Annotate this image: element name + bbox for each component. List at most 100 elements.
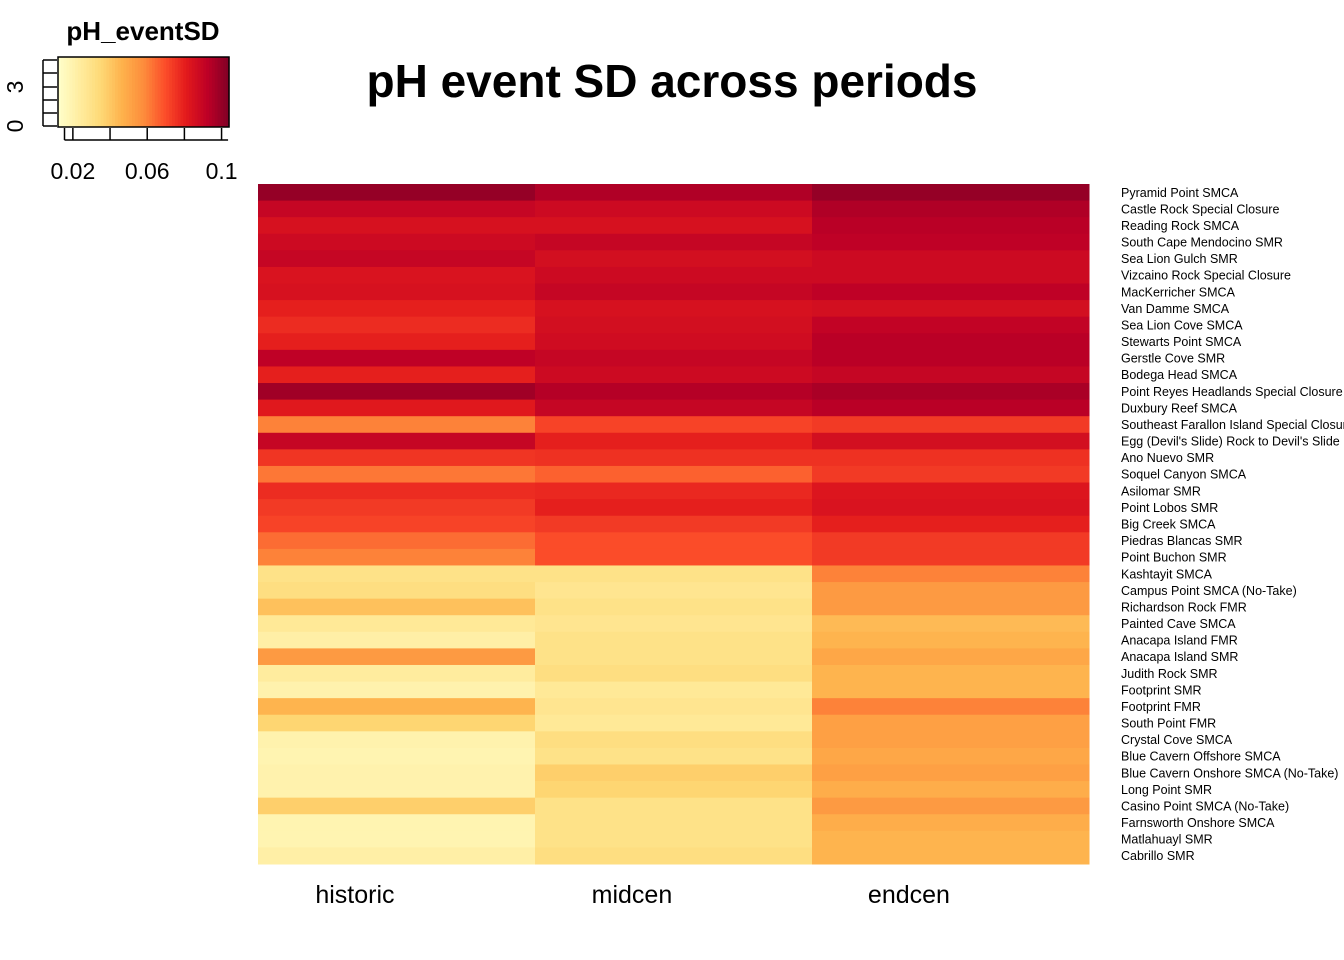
color-key-segment	[177, 57, 182, 127]
heatmap-cell	[535, 482, 813, 500]
heatmap-cell	[812, 217, 1090, 235]
heatmap-cell	[535, 615, 813, 633]
heatmap-cell	[812, 482, 1090, 500]
color-key-segment	[100, 57, 105, 127]
heatmap-cells	[258, 184, 1090, 865]
color-key-segment	[117, 57, 122, 127]
heatmap-cell	[258, 698, 536, 716]
heatmap-cell	[258, 283, 536, 301]
heatmap-cell	[535, 698, 813, 716]
heatmap-cell	[258, 499, 536, 517]
heatmap-cell	[258, 416, 536, 434]
row-label: Gerstle Cove SMR	[1121, 352, 1225, 366]
heatmap-cell	[258, 200, 536, 218]
heatmap-cell	[258, 615, 536, 633]
heatmap-cell	[258, 233, 536, 251]
heatmap-cell	[535, 830, 813, 848]
row-label: Vizcaino Rock Special Closure	[1121, 269, 1291, 283]
color-key-segment	[197, 57, 202, 127]
heatmap-cell	[258, 482, 536, 500]
color-key-segment	[97, 57, 102, 127]
row-label: Big Creek SMCA	[1121, 518, 1216, 532]
heatmap-cell	[535, 432, 813, 450]
heatmap-cell	[812, 233, 1090, 251]
heatmap-cell	[535, 565, 813, 583]
color-key-segment	[157, 57, 162, 127]
color-key-segment	[152, 57, 156, 127]
color-key-segment	[109, 57, 113, 127]
heatmap-cell	[258, 747, 536, 765]
row-label: Cabrillo SMR	[1121, 849, 1195, 863]
color-key-segment	[103, 57, 108, 127]
color-key-segment	[126, 57, 130, 127]
color-key-segment	[95, 57, 99, 127]
color-key-segment	[92, 57, 96, 127]
heatmap-cell	[258, 316, 536, 334]
heatmap-cell	[812, 664, 1090, 683]
heatmap-cell	[535, 814, 813, 832]
heatmap-cell	[258, 648, 536, 666]
color-key-segment	[214, 57, 219, 127]
heatmap-cell	[812, 797, 1090, 815]
count-tick-label: 3	[2, 81, 28, 94]
heatmap-cell	[812, 366, 1090, 384]
heatmap-cell	[812, 847, 1090, 865]
heatmap-cell	[258, 366, 536, 384]
color-key-segment	[220, 57, 224, 127]
row-label: Crystal Cove SMCA	[1121, 733, 1233, 747]
heatmap-cell	[258, 781, 536, 799]
heatmap-cell	[258, 814, 536, 832]
color-key-segment	[180, 57, 184, 127]
color-key-segment	[83, 57, 88, 127]
color-key-segment	[60, 57, 65, 127]
heatmap-cell	[535, 764, 813, 782]
heatmap-cell	[258, 631, 536, 649]
row-label: Point Buchon SMR	[1121, 551, 1227, 565]
heatmap-cell	[535, 681, 813, 699]
color-key-segment	[66, 57, 70, 127]
heatmap-cell	[535, 266, 813, 285]
color-key-segment	[137, 57, 142, 127]
color-key-segment	[169, 57, 173, 127]
color-key-segment	[80, 57, 85, 127]
heatmap-cell	[812, 250, 1090, 268]
color-key-gradient	[58, 57, 230, 127]
heatmap-cell	[258, 399, 536, 417]
heatmap-cell	[258, 266, 536, 285]
heatmap-cell	[535, 233, 813, 251]
heatmap-cell	[258, 532, 536, 550]
color-key-segment	[174, 57, 179, 127]
row-label: Casino Point SMCA (No-Take)	[1121, 799, 1289, 813]
heatmap-cell	[258, 598, 536, 616]
row-label: Campus Point SMCA (No-Take)	[1121, 584, 1297, 598]
color-key-segment	[115, 57, 119, 127]
heatmap-cell	[258, 333, 536, 351]
heatmap-cell	[258, 830, 536, 848]
color-key-segment	[86, 57, 90, 127]
heatmap-cell	[535, 499, 813, 517]
heatmap-cell	[812, 681, 1090, 699]
color-key-segment	[63, 57, 68, 127]
heatmap-cell	[258, 250, 536, 268]
heatmap-cell	[535, 714, 813, 732]
heatmap-cell	[812, 515, 1090, 533]
color-key-segment	[140, 57, 145, 127]
color-key-segment	[112, 57, 116, 127]
color-key-segment	[186, 57, 190, 127]
color-key-segment	[191, 57, 196, 127]
color-key-segment	[120, 57, 125, 127]
color-key-value-axis: 0.02 0.06 0.1	[50, 128, 238, 184]
heatmap-cell	[812, 698, 1090, 716]
heatmap-cell	[812, 266, 1090, 285]
heatmap-cell	[812, 565, 1090, 583]
column-labels: historic midcen endcen	[315, 881, 950, 909]
heatmap-cell	[812, 582, 1090, 600]
row-label: Southeast Farallon Island Special Closur…	[1121, 418, 1344, 432]
color-key-tick-label: 0.06	[125, 158, 170, 184]
color-key-count-axis: 0 3	[2, 59, 57, 132]
heatmap-cell	[258, 731, 536, 749]
heatmap-cell	[812, 283, 1090, 301]
row-label: Anacapa Island SMR	[1121, 650, 1238, 664]
color-key: pH_eventSD 0 3 0.02 0.06 0.1	[2, 16, 238, 184]
color-key-segment	[163, 57, 167, 127]
